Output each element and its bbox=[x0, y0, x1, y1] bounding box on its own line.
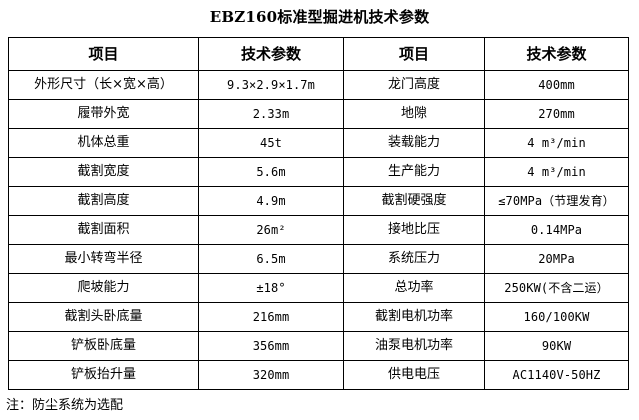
column-header-value-left: 技术参数 bbox=[198, 37, 344, 71]
spec-value: 356mm bbox=[198, 331, 344, 361]
column-header-value-right: 技术参数 bbox=[484, 37, 629, 71]
spec-value: AC1140V-50HZ bbox=[484, 360, 629, 390]
spec-label: 外形尺寸（长×宽×高） bbox=[8, 70, 199, 100]
spec-value: 0.14MPa bbox=[484, 215, 629, 245]
spec-value: ≤70MPa（节理发育） bbox=[484, 186, 629, 216]
spec-value: 270mm bbox=[484, 99, 629, 129]
spec-label: 地隙 bbox=[343, 99, 485, 129]
spec-value: ±18° bbox=[198, 273, 344, 303]
spec-label: 截割面积 bbox=[8, 215, 199, 245]
spec-value: 4 m³/min bbox=[484, 157, 629, 187]
spec-value: 4 m³/min bbox=[484, 128, 629, 158]
spec-value: 216mm bbox=[198, 302, 344, 332]
column-header-item-right: 项目 bbox=[343, 37, 485, 71]
spec-label: 总功率 bbox=[343, 273, 485, 303]
spec-value: 9.3×2.9×1.7m bbox=[198, 70, 344, 100]
footnote: 注：防尘系统为选配 bbox=[6, 398, 124, 413]
spec-label: 接地比压 bbox=[343, 215, 485, 245]
spec-value: 160/100KW bbox=[484, 302, 629, 332]
table-row: 铲板卧底量 356mm 油泵电机功率 90KW bbox=[8, 331, 629, 361]
spec-label: 供电电压 bbox=[343, 360, 485, 390]
specifications-table: 项目 技术参数 项目 技术参数 外形尺寸（长×宽×高） 9.3×2.9×1.7m… bbox=[8, 37, 629, 390]
spec-label: 最小转弯半径 bbox=[8, 244, 199, 274]
spec-label: 截割硬强度 bbox=[343, 186, 485, 216]
spec-value: 2.33m bbox=[198, 99, 344, 129]
spec-label: 爬坡能力 bbox=[8, 273, 199, 303]
spec-value: 26m² bbox=[198, 215, 344, 245]
spec-label: 装载能力 bbox=[343, 128, 485, 158]
spec-label: 截割电机功率 bbox=[343, 302, 485, 332]
spec-label: 履带外宽 bbox=[8, 99, 199, 129]
spec-value: 400mm bbox=[484, 70, 629, 100]
spec-value: 320mm bbox=[198, 360, 344, 390]
column-header-item-left: 项目 bbox=[8, 37, 199, 71]
page-title: EBZ160标准型掘进机技术参数 bbox=[209, 8, 430, 26]
spec-value: 20MPa bbox=[484, 244, 629, 274]
spec-label: 截割宽度 bbox=[8, 157, 199, 187]
spec-label: 铲板抬升量 bbox=[8, 360, 199, 390]
spec-label: 截割头卧底量 bbox=[8, 302, 199, 332]
spec-label: 龙门高度 bbox=[343, 70, 485, 100]
spec-value: 250KW(不含二运） bbox=[484, 273, 629, 303]
table-body: 外形尺寸（长×宽×高） 9.3×2.9×1.7m 龙门高度 400mm 履带外宽… bbox=[8, 70, 629, 390]
spec-label: 系统压力 bbox=[343, 244, 485, 274]
table-row: 机体总重 45t 装载能力 4 m³/min bbox=[8, 128, 629, 158]
table-header-row: 项目 技术参数 项目 技术参数 bbox=[8, 37, 629, 71]
table-row: 最小转弯半径 6.5m 系统压力 20MPa bbox=[8, 244, 629, 274]
spec-value: 45t bbox=[198, 128, 344, 158]
table-row: 截割宽度 5.6m 生产能力 4 m³/min bbox=[8, 157, 629, 187]
table-row: 履带外宽 2.33m 地隙 270mm bbox=[8, 99, 629, 129]
spec-value: 90KW bbox=[484, 331, 629, 361]
table-row: 爬坡能力 ±18° 总功率 250KW(不含二运） bbox=[8, 273, 629, 303]
table-row: 截割高度 4.9m 截割硬强度 ≤70MPa（节理发育） bbox=[8, 186, 629, 216]
table-row: 截割头卧底量 216mm 截割电机功率 160/100KW bbox=[8, 302, 629, 332]
spec-label: 截割高度 bbox=[8, 186, 199, 216]
spec-value: 5.6m bbox=[198, 157, 344, 187]
spec-label: 生产能力 bbox=[343, 157, 485, 187]
spec-label: 油泵电机功率 bbox=[343, 331, 485, 361]
spec-value: 4.9m bbox=[198, 186, 344, 216]
table-row: 铲板抬升量 320mm 供电电压 AC1140V-50HZ bbox=[8, 360, 629, 390]
spec-label: 铲板卧底量 bbox=[8, 331, 199, 361]
table-row: 截割面积 26m² 接地比压 0.14MPa bbox=[8, 215, 629, 245]
table-row: 外形尺寸（长×宽×高） 9.3×2.9×1.7m 龙门高度 400mm bbox=[8, 70, 629, 100]
spec-value: 6.5m bbox=[198, 244, 344, 274]
spec-label: 机体总重 bbox=[8, 128, 199, 158]
